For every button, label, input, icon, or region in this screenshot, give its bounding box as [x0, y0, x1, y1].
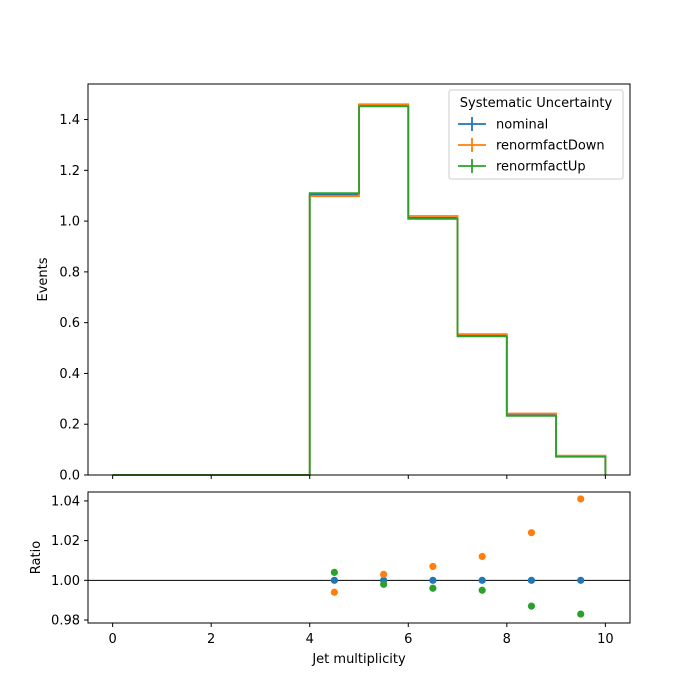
ratio-point-renormfactDown	[527, 529, 536, 537]
ratio-y-tick-label: 0.98	[51, 614, 80, 629]
ratio-y-tick-label: 1.00	[51, 574, 80, 589]
ratio-points-group	[330, 495, 585, 618]
histogram-y-tick-label: 0.6	[59, 316, 80, 331]
ratio-point-nominal	[429, 576, 437, 584]
legend-entries: nominal renormfactDown renormfactUp	[458, 117, 605, 175]
ratio-point-nominal	[527, 576, 536, 584]
ratio-x-tick-label: 2	[207, 632, 215, 647]
ratio-point-nominal	[330, 576, 338, 584]
x-axis-label: Jet multiplicity	[311, 652, 406, 667]
ratio-y-tick-label: 1.04	[51, 494, 80, 509]
histogram-x-ticks	[112, 475, 606, 479]
ratio-point-nominal	[478, 576, 486, 584]
ratio-point-renormfactUp	[330, 568, 338, 576]
histogram-y-tick-label: 1.0	[59, 215, 80, 230]
ratio-point-renormfactUp	[527, 602, 536, 610]
histogram-y-tick-label: 0.4	[59, 367, 80, 382]
ratio-panel: 0.98 1.00 1.02 1.04 0 2 4 6 8 10 Ratio Jet multi…	[29, 491, 631, 667]
histogram-y-tick-label: 0.0	[59, 469, 80, 484]
ratio-point-renormfactDown	[429, 562, 437, 571]
ratio-y-tick-label: 1.02	[51, 534, 80, 549]
ratio-point-renormfactUp	[478, 586, 486, 594]
legend-label-renormfactDown: renormfactDown	[496, 139, 605, 154]
histogram-y-axis-label: Events	[36, 257, 51, 301]
legend-box	[448, 89, 624, 180]
legend: Systematic Uncertainty nominal renormfact…	[448, 89, 624, 180]
ratio-y-axis-label: Ratio	[29, 541, 44, 574]
legend-label-nominal: nominal	[496, 118, 548, 133]
ratio-y-ticks: 0.98 1.00 1.02 1.04	[51, 494, 88, 629]
histogram-y-tick-label: 0.2	[59, 418, 80, 433]
ratio-x-tick-label: 10	[597, 632, 614, 647]
ratio-point-renormfactUp	[577, 610, 585, 618]
histogram-axes-frame	[87, 83, 631, 476]
ratio-x-tick-label: 0	[108, 632, 116, 647]
ratio-x-ticks: 0 2 4 6 8 10	[108, 623, 614, 647]
ratio-point-renormfactDown	[478, 552, 486, 561]
ratio-point-renormfactUp	[380, 580, 388, 588]
ratio-x-tick-label: 4	[306, 632, 314, 647]
ratio-point-renormfactUp	[429, 584, 437, 592]
ratio-point-nominal	[577, 576, 585, 584]
histogram-y-tick-label: 1.2	[59, 164, 80, 179]
histogram-panel: 0.0 0.2 0.4 0.6 0.8 1.0 1.2 1.4 Events Systemat…	[36, 83, 631, 484]
ratio-axes-frame	[87, 491, 631, 624]
ratio-x-tick-label: 6	[404, 632, 412, 647]
histogram-y-ticks: 0.0 0.2 0.4 0.6 0.8 1.0 1.2 1.4	[59, 113, 88, 484]
histogram-y-tick-label: 0.8	[59, 265, 80, 280]
legend-label-renormfactUp: renormfactUp	[496, 160, 586, 175]
histogram-y-tick-label: 1.4	[59, 113, 80, 128]
ratio-point-renormfactDown	[380, 570, 388, 578]
ratio-point-renormfactDown	[577, 495, 585, 503]
ratio-point-renormfactDown	[330, 588, 338, 596]
legend-title: Systematic Uncertainty	[460, 96, 613, 111]
ratio-x-tick-label: 8	[503, 632, 511, 647]
